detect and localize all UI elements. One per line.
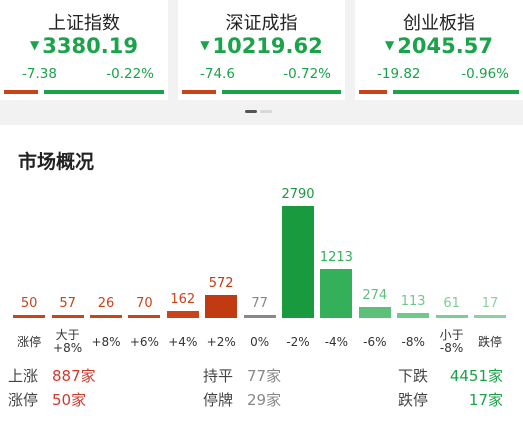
distribution-bar — [397, 313, 430, 318]
limit-down-label: 跌停 — [398, 391, 429, 409]
index-name: 深证成指 — [225, 13, 298, 34]
bar-category-label: +4% — [168, 335, 198, 349]
bar-value-label: 1213 — [319, 250, 353, 266]
distribution-bar — [320, 269, 353, 318]
distribution-bar — [474, 315, 506, 318]
distribution-bar — [205, 295, 238, 318]
distribution-bar — [358, 307, 391, 318]
bar-value-label: 26 — [97, 296, 115, 311]
section-title: 市场概况 — [18, 151, 95, 173]
index-change-pct: -0.96% — [461, 66, 509, 82]
distribution-bar — [435, 315, 468, 318]
distribution-bar — [128, 315, 161, 318]
index-price: ▼ 2045.57 — [385, 34, 493, 58]
bar-value-label: 17 — [481, 296, 499, 311]
index-change: -7.38 — [22, 66, 57, 82]
bar-category-label: +8% — [91, 335, 121, 349]
distribution-bar — [51, 315, 84, 318]
bar-value-label: 162 — [170, 292, 196, 308]
breadth-bar — [359, 90, 519, 94]
bar-value-label: 50 — [20, 296, 38, 311]
bar-category-label: 0% — [250, 335, 270, 349]
rise-value: 887家 — [52, 367, 96, 385]
suspended-value: 29家 — [247, 391, 282, 409]
down-triangle-icon: ▼ — [385, 38, 395, 52]
bar-category-label: 小于 -8% — [439, 328, 464, 355]
bar-category-label: +2% — [206, 335, 236, 349]
index-cards: 上证指数 ▼ 3380.19 -7.38 -0.22% 深证成指 ▼ 10219.6… — [0, 0, 523, 100]
limit-up-value: 50家 — [52, 391, 87, 409]
distribution-bar — [166, 311, 199, 318]
distribution-bar — [243, 314, 276, 318]
bar-value-label: 113 — [400, 294, 426, 310]
flat-label: 持平 — [203, 367, 234, 385]
index-name: 上证指数 — [48, 13, 120, 34]
bar-category-label: -8% — [401, 335, 425, 349]
limit-down-value: 17家 — [468, 391, 503, 409]
index-card-shanghai[interactable]: 上证指数 ▼ 3380.19 -7.38 -0.22% — [0, 0, 168, 100]
rise-label: 上涨 — [8, 367, 39, 385]
index-change-pct: -0.72% — [283, 66, 331, 82]
page-dot — [260, 110, 272, 113]
breadth-bar — [4, 90, 164, 94]
bar-value-label: 274 — [362, 288, 388, 303]
summary-row-2: 涨停 50家 停牌 29家 跌停 17家 — [0, 389, 523, 409]
index-price: ▼ 10219.62 — [200, 34, 323, 58]
limit-up-label: 涨停 — [8, 391, 39, 409]
summary-row-1: 上涨 887家 持平 77家 下跌 4451家 — [0, 365, 523, 385]
index-change: -74.6 — [200, 66, 235, 82]
bar-category-label: +6% — [129, 335, 159, 349]
bar-category-label: 涨停 — [17, 335, 42, 349]
bar-category-label: 跌停 — [477, 335, 502, 349]
bar-category-label: -4% — [324, 335, 349, 349]
index-name: 创业板指 — [403, 13, 475, 34]
bar-category-label: -2% — [286, 335, 310, 349]
page-dot-active — [245, 110, 257, 113]
bar-category-label: -6% — [363, 335, 387, 349]
bar-value-label: 57 — [59, 296, 76, 311]
bar-value-label: 61 — [443, 296, 460, 311]
market-overview-panel: 市场概况 50 涨停 57 大于 +8% 26 +8% 70 +6% 162 +4% 572 +2% 77… — [0, 125, 523, 432]
index-price: ▼ 3380.19 — [30, 34, 138, 58]
bar-value-label: 2790 — [281, 187, 315, 202]
distribution-bar — [282, 206, 314, 318]
suspended-label: 停牌 — [203, 391, 234, 409]
distribution-chart: 50 涨停 57 大于 +8% 26 +8% 70 +6% 162 +4% 572 +2% 77 0% 279… — [0, 125, 523, 432]
distribution-bar — [13, 315, 46, 318]
distribution-bar — [90, 315, 122, 318]
page-indicator — [245, 110, 272, 113]
bar-value-label: 572 — [208, 276, 234, 292]
fall-value: 4451家 — [449, 367, 503, 385]
fall-label: 下跌 — [398, 367, 429, 385]
index-change: -19.82 — [377, 66, 421, 82]
bar-value-label: 70 — [136, 296, 153, 311]
down-triangle-icon: ▼ — [30, 38, 40, 52]
flat-value: 77家 — [247, 367, 282, 385]
bar-value-label: 77 — [251, 295, 268, 311]
breadth-bar — [182, 90, 341, 94]
down-triangle-icon: ▼ — [200, 38, 210, 52]
index-card-chinext[interactable]: 创业板指 ▼ 2045.57 -19.82 -0.96% — [355, 0, 523, 100]
index-card-shenzhen[interactable]: 深证成指 ▼ 10219.62 -74.6 -0.72% — [178, 0, 345, 100]
bar-category-label: 大于 +8% — [53, 328, 83, 355]
index-change-pct: -0.22% — [106, 66, 154, 82]
